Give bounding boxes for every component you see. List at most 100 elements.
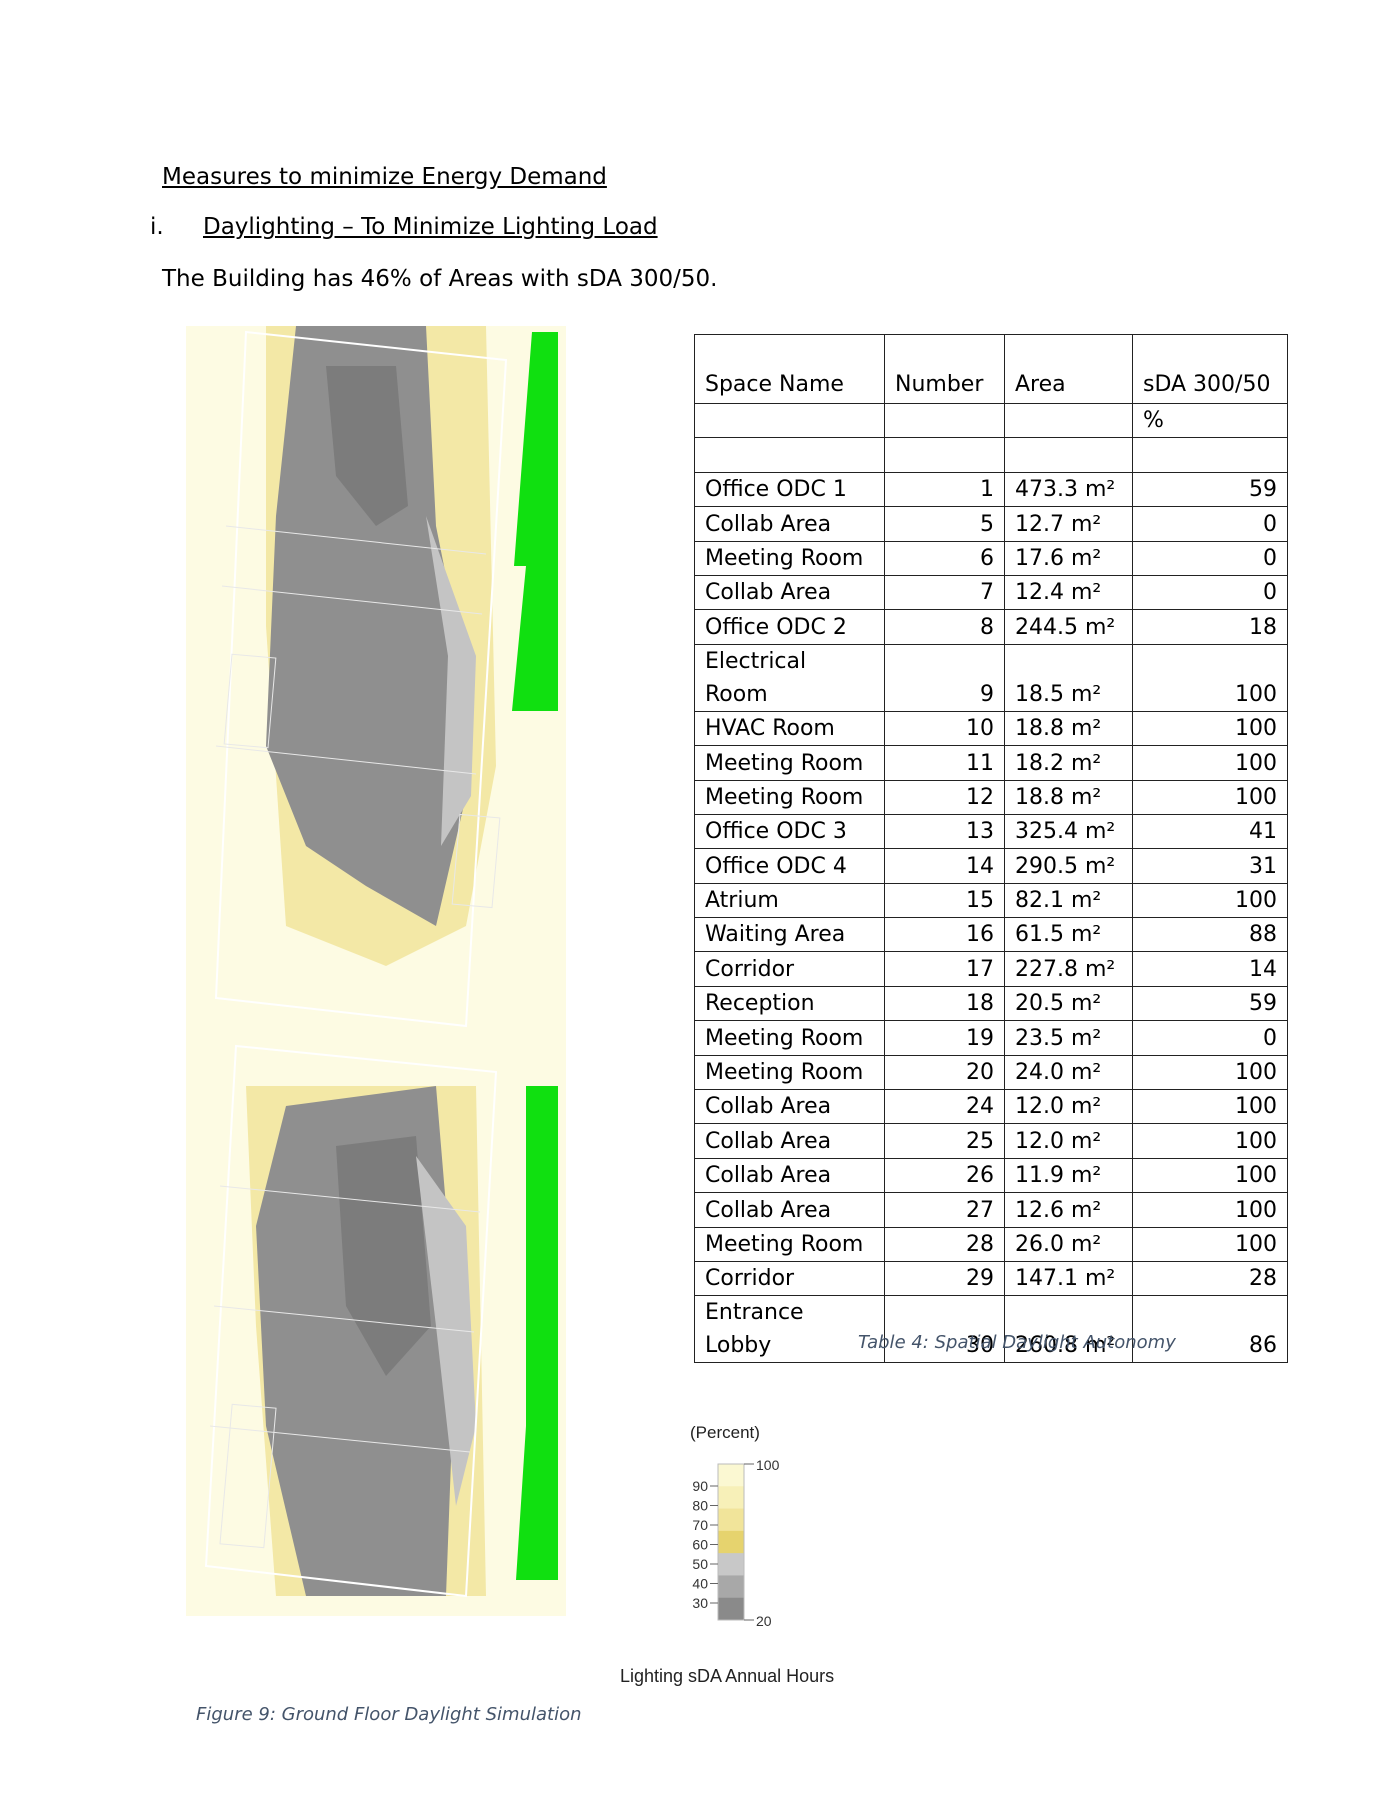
table-row: Corridor 29 147.1 m² 28 [694, 1260, 1288, 1297]
cell-number: 14 [884, 848, 1005, 884]
legend-tick-label: 30 [692, 1595, 708, 1611]
cell-space-name: Meeting Room [694, 779, 885, 815]
cell-number: 8 [884, 609, 1005, 645]
cell-area: 26.0 m² [1004, 1226, 1133, 1262]
cell-sda: 100 [1132, 1226, 1288, 1262]
cell-space-name: HVAC Room [694, 710, 885, 747]
legend-tick-label: 50 [692, 1556, 708, 1572]
cell-number: 15 [884, 882, 1005, 919]
table-row: Atrium 15 82.1 m² 100 [694, 882, 1288, 919]
cell-sda: 0 [1132, 574, 1288, 611]
cell-sda: 28 [1132, 1260, 1288, 1297]
legend-swatch [718, 1575, 744, 1599]
cell-space-name: Office ODC 2 [694, 609, 885, 645]
cell-space-name: Corridor [694, 951, 885, 987]
table-row: Meeting Room 28 26.0 m² 100 [694, 1226, 1288, 1262]
cell-number: 12 [884, 779, 1005, 815]
cell-number: 27 [884, 1192, 1005, 1228]
table-row: Meeting Room 19 23.5 m² 0 [694, 1020, 1288, 1056]
cell-area: 147.1 m² [1004, 1260, 1133, 1297]
table-header-row: Space Name Number Area sDA 300/50 [694, 334, 1288, 404]
table-row: Corridor 17 227.8 m² 14 [694, 951, 1288, 987]
legend-tick-label: 80 [692, 1498, 708, 1514]
cell-space-name: Office ODC 1 [694, 471, 885, 508]
subsection-title: Daylighting – To Minimize Lighting Load [203, 214, 658, 240]
cell-area: 12.4 m² [1004, 574, 1133, 611]
cell-space-name: Office ODC 4 [694, 848, 885, 884]
table-row: Entrance Lobby 30 260.8 m² 86 [694, 1295, 1288, 1364]
cell-number: 10 [884, 710, 1005, 747]
cell-sda: 100 [1132, 643, 1288, 712]
section-heading: Measures to minimize Energy Demand [162, 164, 607, 190]
cell-sda: 100 [1132, 779, 1288, 815]
cell-space-name: Corridor [694, 1260, 885, 1297]
cell-space-name: Collab Area [694, 1157, 885, 1194]
cell-sda: 100 [1132, 1123, 1288, 1159]
legend-tick-label: 70 [692, 1517, 708, 1533]
cell-space-name: Collab Area [694, 1123, 885, 1159]
header-number: Number [884, 334, 1005, 404]
header-sda-unit: % [1132, 402, 1288, 439]
sda-table: Space Name Number Area sDA 300/50 % Offi… [694, 334, 1288, 1364]
table-row: Office ODC 4 14 290.5 m² 31 [694, 848, 1288, 884]
cell-sda: 88 [1132, 917, 1288, 953]
cell-number: 6 [884, 540, 1005, 576]
cell-space-name: Entrance Lobby [694, 1295, 885, 1364]
legend-swatch [718, 1553, 744, 1576]
cell-space-name: Waiting Area [694, 917, 885, 953]
cell-area: 11.9 m² [1004, 1157, 1133, 1194]
cell-sda: 31 [1132, 848, 1288, 884]
cell-number: 24 [884, 1089, 1005, 1125]
cell-space-name: Reception [694, 985, 885, 1022]
table-row: Waiting Area 16 61.5 m² 88 [694, 917, 1288, 953]
cell-area: 12.6 m² [1004, 1192, 1133, 1228]
cell-number: 9 [884, 643, 1005, 712]
table-row: Reception 18 20.5 m² 59 [694, 985, 1288, 1022]
table-row: Office ODC 2 8 244.5 m² 18 [694, 609, 1288, 645]
cell-area: 18.8 m² [1004, 779, 1133, 815]
cell-area: 18.2 m² [1004, 745, 1133, 781]
cell-sda: 100 [1132, 710, 1288, 747]
cell-number: 1 [884, 471, 1005, 508]
table-row: Collab Area 5 12.7 m² 0 [694, 506, 1288, 542]
cell-number: 19 [884, 1020, 1005, 1056]
cell-area: 24.0 m² [1004, 1054, 1133, 1091]
cell-sda: 0 [1132, 506, 1288, 542]
cell-area: 61.5 m² [1004, 917, 1133, 953]
cell-space-name: Collab Area [694, 506, 885, 542]
cell-number: 29 [884, 1260, 1005, 1297]
cell-space-name: Meeting Room [694, 540, 885, 576]
sda-color-legend: (Percent) 100 20 90 80 70 60 50 40 30 [690, 1423, 780, 1629]
table-unit-row: % [694, 402, 1288, 439]
cell-area: 260.8 m² [1004, 1295, 1133, 1364]
cell-space-name: Meeting Room [694, 745, 885, 781]
cell-area: 473.3 m² [1004, 471, 1133, 508]
legend-title: Lighting sDA Annual Hours [620, 1666, 835, 1686]
cell-sda: 0 [1132, 1020, 1288, 1056]
cell-number: 17 [884, 951, 1005, 987]
cell-area: 227.8 m² [1004, 951, 1133, 987]
cell-sda: 0 [1132, 540, 1288, 576]
cell-number: 26 [884, 1157, 1005, 1194]
cell-area: 17.6 m² [1004, 540, 1133, 576]
header-area: Area [1004, 334, 1133, 404]
cell-space-name: Meeting Room [694, 1054, 885, 1091]
table-body: Office ODC 1 1 473.3 m² 59 Collab Area 5 12.7 … [694, 471, 1288, 1364]
cell-sda: 86 [1132, 1295, 1288, 1364]
cell-area: 12.0 m² [1004, 1089, 1133, 1125]
cell-number: 11 [884, 745, 1005, 781]
table-row: Meeting Room 6 17.6 m² 0 [694, 540, 1288, 576]
table-row: Collab Area 26 11.9 m² 100 [694, 1157, 1288, 1194]
cell-sda: 41 [1132, 813, 1288, 850]
table-row: Meeting Room 20 24.0 m² 100 [694, 1054, 1288, 1091]
cell-area: 12.7 m² [1004, 506, 1133, 542]
table-row: Office ODC 1 1 473.3 m² 59 [694, 471, 1288, 508]
cell-number: 13 [884, 813, 1005, 850]
legend-swatch [718, 1597, 744, 1621]
legend-swatch [718, 1508, 744, 1532]
cell-number: 20 [884, 1054, 1005, 1091]
legend-bottom-value: 20 [756, 1613, 772, 1629]
cell-space-name: Collab Area [694, 1192, 885, 1228]
cell-space-name: Meeting Room [694, 1226, 885, 1262]
cell-number: 18 [884, 985, 1005, 1022]
